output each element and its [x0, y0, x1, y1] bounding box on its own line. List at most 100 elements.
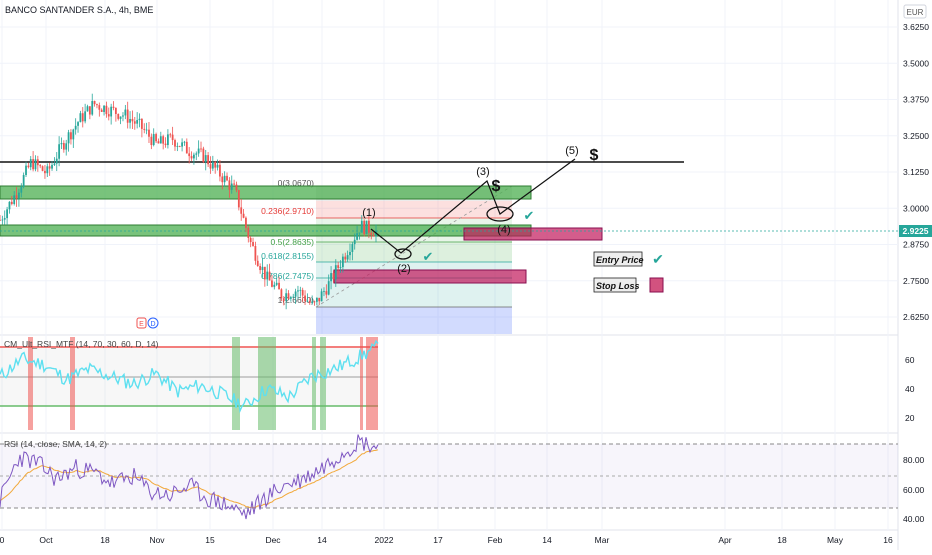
candle-body	[228, 180, 231, 190]
candles	[0, 93, 377, 310]
green-zone-lower[interactable]	[0, 224, 532, 237]
earnings-marker-text: E	[139, 321, 144, 328]
wave-projection[interactable]: (1) (2) (3) (4) (5) $ $ ✔ ✔	[362, 145, 598, 275]
grid	[0, 0, 898, 530]
candle-body	[143, 128, 146, 130]
legend: Entry Price ✔ Stop Loss	[593, 251, 664, 293]
time-axis[interactable]: 0 Oct 18 Nov 15 Dec 14 2022 17 Feb 14 Mar Apr 18 May 16	[0, 535, 893, 545]
candle-body	[188, 153, 191, 157]
candle-body	[169, 134, 172, 136]
candle-body	[204, 155, 207, 162]
wave-label-4: (4)	[497, 224, 510, 236]
candle-body	[351, 244, 354, 252]
candle-body	[219, 164, 221, 177]
stop-loss-swatch	[649, 277, 664, 293]
wave-2-circle	[394, 248, 412, 260]
dividend-marker-text: D	[150, 321, 155, 328]
candle-body	[72, 129, 75, 140]
check-icon-wave-4: ✔	[524, 208, 535, 223]
candle-body	[254, 245, 257, 261]
candle-body	[25, 165, 27, 176]
candle-body	[77, 122, 79, 126]
candle-body	[65, 143, 68, 150]
price-axis[interactable]: EUR 3.6250 3.5000 3.3750 3.2500 3.1250 3.0000…	[899, 4, 932, 322]
candle-body	[86, 106, 89, 112]
fib-label-0236: 0.236(2.9710)	[261, 206, 314, 216]
candle-body	[148, 129, 150, 137]
candle-body	[145, 129, 148, 131]
candle-body	[365, 220, 368, 235]
candle-body	[129, 118, 131, 123]
rsi-axis: 80.00 60.00 40.00	[903, 455, 925, 524]
pink-zone-lower[interactable]	[333, 269, 527, 284]
candle-body	[159, 136, 162, 144]
check-icon-wave-2: ✔	[423, 249, 434, 264]
fib-band-0786	[316, 262, 512, 307]
time-tick-label: May	[827, 535, 844, 545]
candle-body	[13, 195, 16, 204]
candle-body	[79, 113, 82, 123]
rsi-tick-label: 80.00	[903, 455, 925, 465]
ult-rsi-path	[0, 339, 379, 414]
price-tick-label: 2.6250	[903, 312, 929, 322]
time-tick-label: 16	[883, 535, 893, 545]
candle-body	[304, 295, 306, 302]
currency-badge[interactable]	[903, 4, 927, 19]
candle-body	[344, 256, 347, 260]
candle-body	[294, 291, 297, 297]
ult-rsi-tick-label: 40	[905, 384, 915, 394]
candle-body	[273, 284, 276, 287]
candle-body	[119, 116, 122, 119]
candle-body	[93, 101, 96, 105]
candle-body	[280, 289, 283, 299]
candle-body	[140, 118, 143, 129]
candle-body	[74, 125, 77, 130]
candle-body	[263, 266, 266, 280]
fib-band-0236	[316, 201, 512, 218]
candle-body	[202, 148, 205, 162]
time-tick-label: 14	[542, 535, 552, 545]
dividend-marker[interactable]	[147, 317, 159, 329]
ult-rsi-pane[interactable]	[0, 335, 898, 430]
pink-zone-upper[interactable]	[463, 227, 603, 241]
ult-rsi-line	[0, 339, 379, 414]
fib-band-0618	[316, 242, 512, 262]
ult-rsi-highlight	[70, 337, 75, 430]
candle-body	[332, 273, 335, 280]
ult-rsi-highlight	[320, 337, 326, 430]
candle-body	[349, 251, 351, 256]
candle-body	[18, 192, 20, 199]
candle-body	[334, 265, 337, 280]
candle-body	[318, 297, 321, 302]
currency-label: EUR	[907, 8, 924, 17]
candle-body	[185, 141, 188, 154]
rsi-pane[interactable]	[0, 438, 898, 528]
ult-rsi-tick-label: 20	[905, 413, 915, 423]
candle-body	[271, 280, 273, 287]
ult-rsi-label[interactable]: CM_Ult_RSI_MTF (14, 70, 30, 60, D, 14)	[4, 339, 159, 349]
candle-body	[216, 164, 219, 168]
time-tick-label: 2022	[375, 535, 394, 545]
candle-body	[341, 256, 344, 268]
price-tick-label: 2.7500	[903, 276, 929, 286]
wave-label-3: (3)	[476, 166, 489, 178]
green-zone-upper[interactable]	[0, 185, 532, 200]
candle-body	[311, 301, 314, 303]
candle-body	[152, 134, 155, 146]
candle-body	[301, 289, 304, 296]
time-tick-label: 0	[0, 535, 5, 545]
time-tick-label: Apr	[718, 535, 731, 545]
candle-body	[275, 282, 278, 285]
earnings-marker[interactable]	[136, 317, 147, 329]
candle-body	[41, 166, 44, 171]
candle-body	[58, 144, 61, 159]
ult-rsi-highlight	[360, 337, 363, 430]
candle-body	[91, 101, 94, 115]
price-tick-label: 3.5000	[903, 58, 929, 68]
time-tick-label: 18	[100, 535, 110, 545]
candle-body	[174, 140, 176, 147]
ult-rsi-highlights	[28, 337, 378, 430]
rsi-label[interactable]: RSI (14, close, SMA, 14, 2)	[4, 439, 107, 449]
candle-body	[330, 273, 332, 282]
candle-body	[360, 220, 363, 233]
